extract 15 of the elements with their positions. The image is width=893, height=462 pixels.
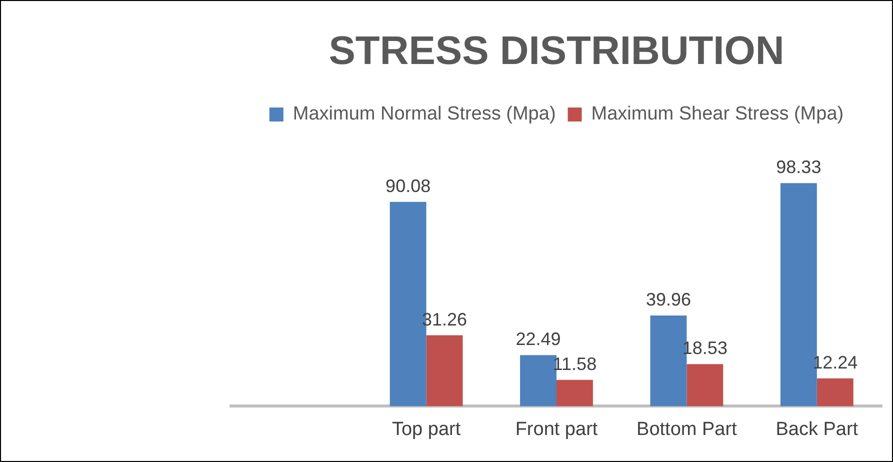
x-tick-label: Front part xyxy=(515,418,598,440)
chart-title: STRESS DISTRIBUTION xyxy=(328,29,784,74)
data-label: 22.49 xyxy=(516,329,561,350)
data-label: 90.08 xyxy=(386,176,431,196)
legend-label: Maximum Normal Stress (Mpa) xyxy=(292,104,556,125)
bar xyxy=(816,378,854,406)
data-label: 39.96 xyxy=(646,290,691,310)
data-label: 98.33 xyxy=(776,157,822,178)
x-tick-label: Bottom Part xyxy=(636,418,738,440)
bar xyxy=(556,380,593,406)
x-tick-label: Back Part xyxy=(776,418,859,440)
legend-label: Maximum Shear Stress (Mpa) xyxy=(591,104,844,125)
bar xyxy=(426,335,463,406)
x-tick-label: Top part xyxy=(392,418,462,440)
bar xyxy=(686,364,724,406)
